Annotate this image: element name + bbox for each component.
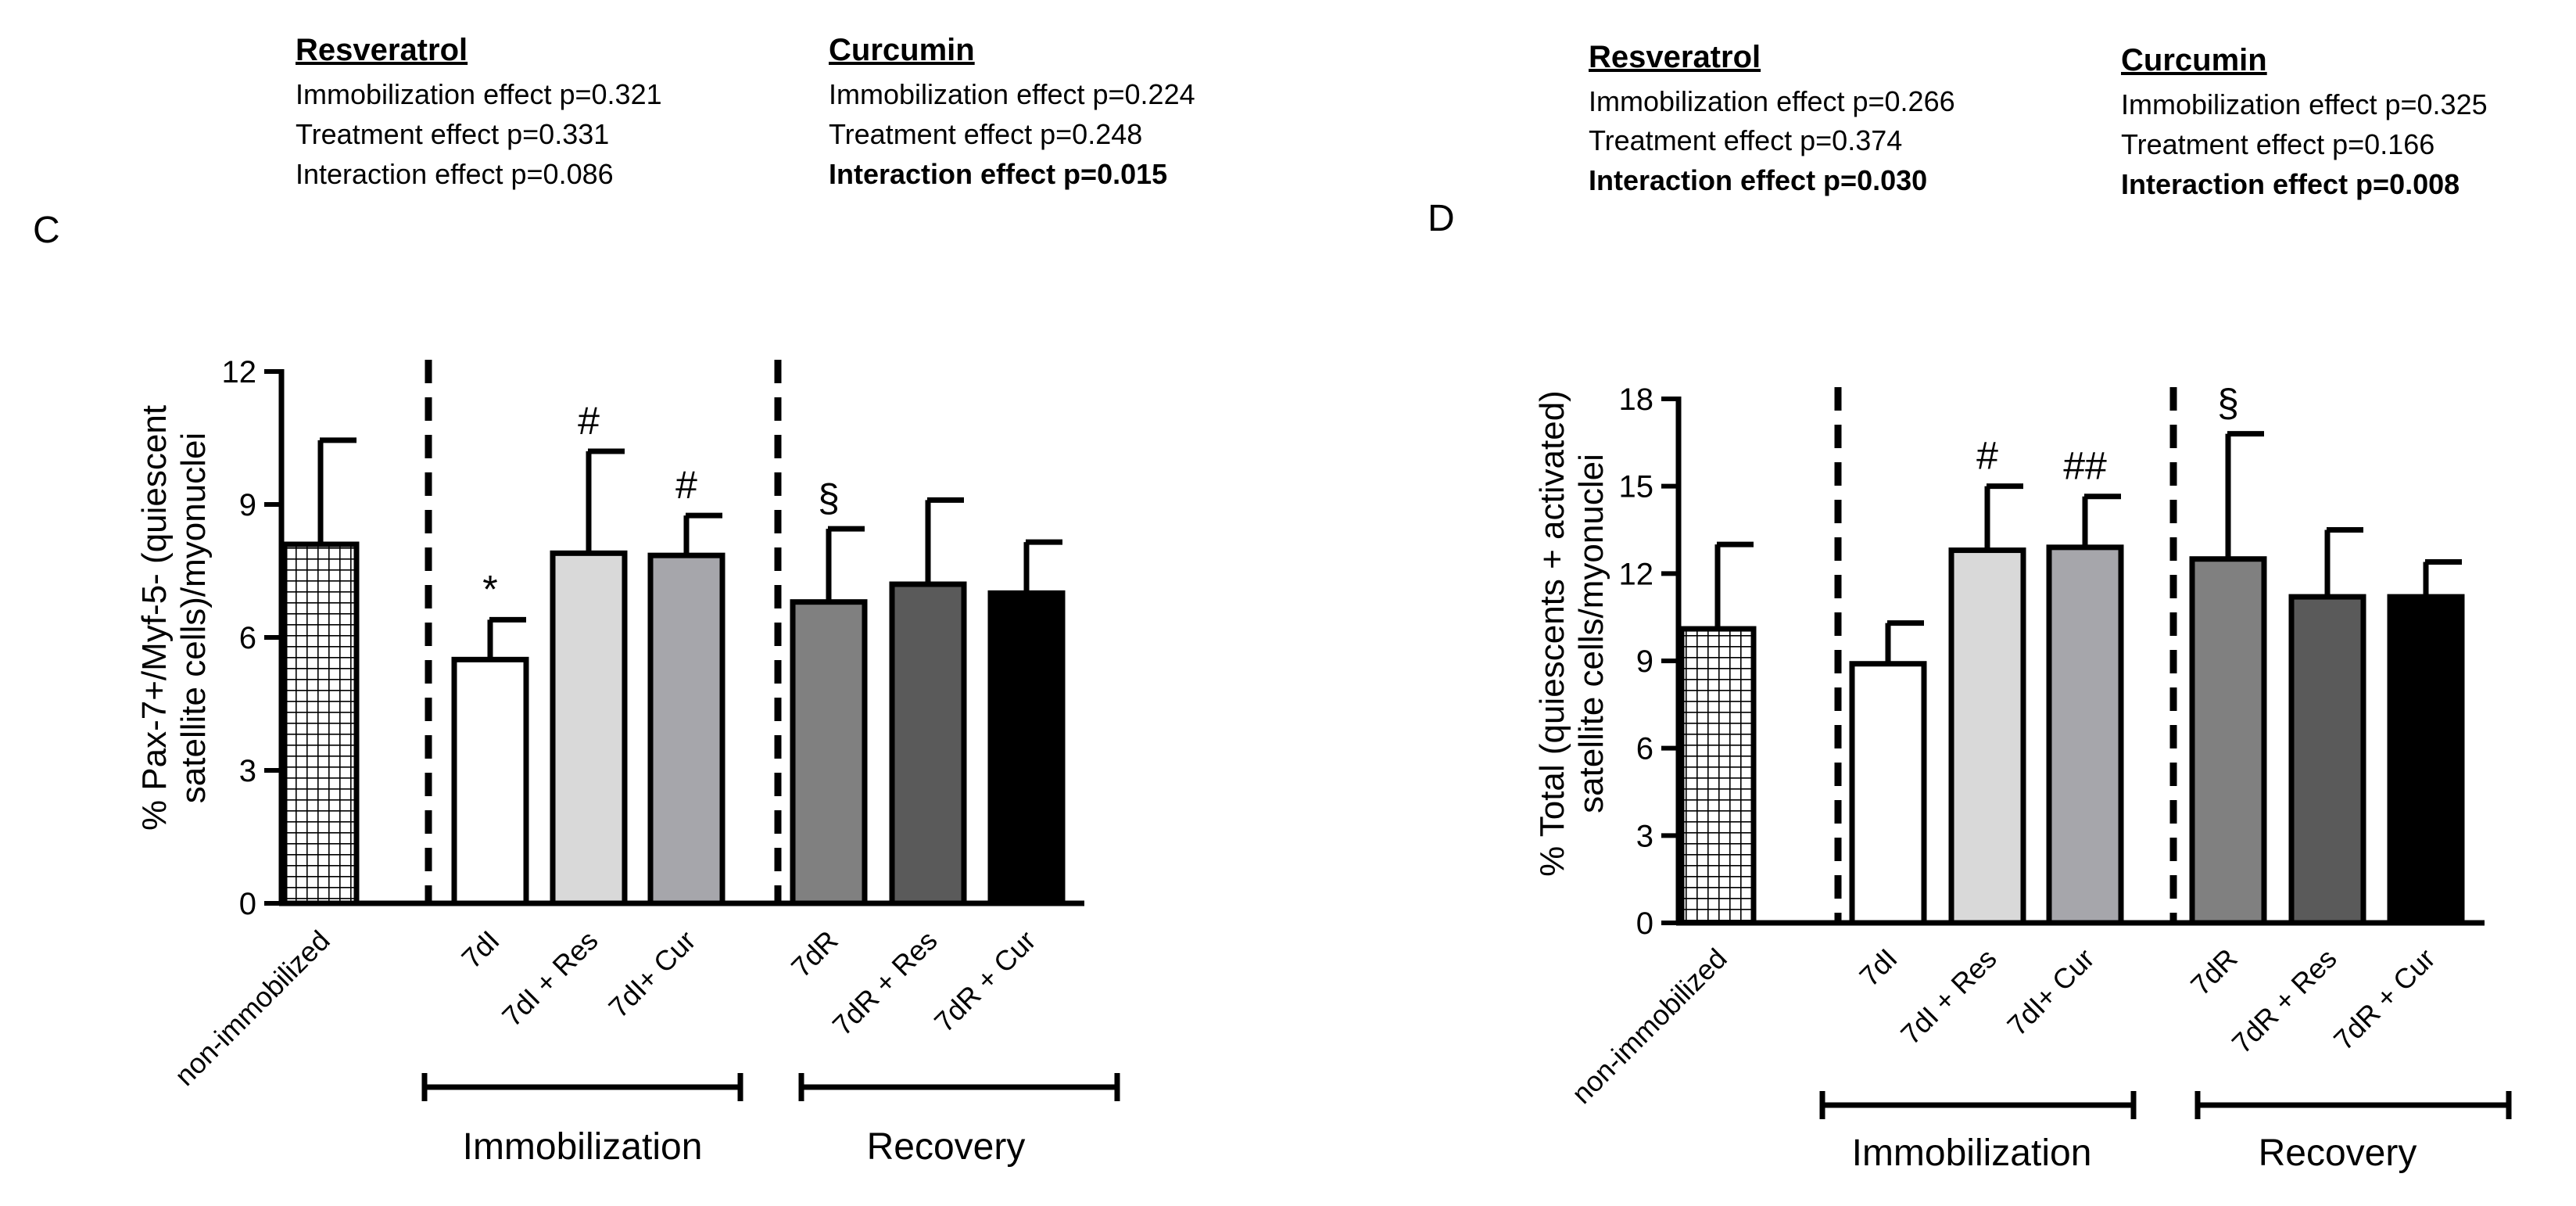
chart-d-significance-mark: # — [1976, 434, 1998, 478]
chart-d-ytick-label: 15 — [1619, 470, 1654, 504]
chart-d-bar — [2046, 544, 2124, 926]
chart-d-ylabel-line-2: satellite cells/myonuclei — [1572, 454, 1610, 813]
chart-c-bar — [647, 552, 726, 906]
panel-c-cur-line-1: Immobilization effect p=0.224 — [829, 78, 1195, 110]
chart-c-significance-mark: # — [578, 399, 600, 443]
chart-d-ytick-label: 0 — [1636, 906, 1653, 941]
chart-d-bar — [1679, 626, 1757, 926]
chart-d-category-label: 7dR — [2184, 942, 2244, 1002]
chart-c-bar — [790, 599, 868, 906]
chart-c-marks: 0 3 6 9 12 non-immobilized * 7dI #7dI + Res #7dI+… — [168, 355, 1084, 1092]
chart-c-ylabel-line-2: satellite cells)/myonuclei — [174, 433, 213, 803]
chart-c-category-label: 7dR + Cur — [928, 924, 1042, 1039]
chart-d-bar — [2189, 556, 2267, 926]
panel-d-res-line-1: Immobilization effect p=0.266 — [1589, 85, 1955, 117]
chart-d-significance-mark: § — [2217, 382, 2239, 425]
panel-d-curcumin-heading: Curcumin — [2121, 43, 2267, 77]
panel-d-cur-line-1: Immobilization effect p=0.325 — [2121, 88, 2488, 120]
chart-d-bar — [1849, 661, 1927, 926]
chart-d-bar — [2387, 594, 2465, 926]
chart-c-ytick-label: 0 — [239, 887, 256, 921]
panel-d-res-line-2: Treatment effect p=0.374 — [1589, 124, 1902, 156]
chart-c-bar — [281, 541, 360, 906]
chart-c-bar — [550, 550, 628, 906]
chart-c-category-label: 7dI+ Cur — [602, 924, 701, 1024]
chart-d: % Total (quiescents + activated) satelli… — [1533, 382, 2512, 1174]
chart-d-category-label: 7dI + Res — [1894, 942, 2003, 1051]
chart-d-ytick-label: 9 — [1636, 644, 1653, 679]
chart-c-bar — [987, 590, 1066, 906]
panel-c-res-line-3: Interaction effect p=0.086 — [296, 158, 614, 190]
chart-d-bar — [1948, 547, 2026, 926]
panel-d-res-line-3: Interaction effect p=0.030 — [1589, 164, 1927, 196]
panel-d-resveratrol-heading: Resveratrol — [1589, 40, 1761, 74]
panel-c-res-line-2: Treatment effect p=0.331 — [296, 118, 609, 150]
chart-d-bar — [2288, 594, 2366, 926]
chart-c-category-label: 7dR — [785, 924, 844, 984]
panel-d-letter: D — [1428, 198, 1455, 239]
panel-c-cur-line-2: Treatment effect p=0.248 — [829, 118, 1142, 150]
panel-d-cur-line-2: Treatment effect p=0.166 — [2121, 128, 2434, 160]
panel-c-stats: Resveratrol Immobilization effect p=0.32… — [33, 33, 1195, 251]
chart-c-category-label: 7dR + Res — [826, 924, 944, 1042]
chart-c-ytick-label: 6 — [239, 621, 256, 655]
chart-d-ytick-label: 18 — [1619, 382, 1654, 417]
panel-c-curcumin-heading: Curcumin — [829, 33, 975, 67]
chart-c-immobilization-label: Immobilization — [463, 1126, 703, 1168]
chart-d-category-label: 7dR + Res — [2226, 942, 2343, 1060]
panel-c-res-line-1: Immobilization effect p=0.321 — [296, 78, 662, 110]
chart-c-category-label: non-immobilized — [168, 924, 335, 1092]
chart-c-ytick-label: 9 — [239, 488, 256, 522]
chart-c-significance-mark: § — [818, 476, 840, 520]
chart-d-ytick-label: 3 — [1636, 819, 1653, 853]
chart-d-marks: 0 3 6 9 12 15 18 non-immobilized 7dI #7dI + Res ##… — [1565, 382, 2485, 1110]
chart-d-category-label: 7dI — [1853, 942, 1903, 992]
chart-c-category-label: 7dI — [455, 924, 505, 974]
chart-c: % Pax-7+/Myf-5- (quiescent satellite cel… — [135, 355, 1120, 1168]
chart-d-category-label: non-immobilized — [1565, 942, 1732, 1110]
chart-d-category-label: 7dR + Cur — [2327, 942, 2442, 1057]
chart-d-category-label: 7dI+ Cur — [2001, 942, 2100, 1042]
panel-c-letter: C — [33, 210, 60, 251]
chart-c-ytick-label: 12 — [222, 355, 257, 389]
chart-c-category-label: 7dI + Res — [496, 924, 604, 1033]
chart-c-bar — [451, 656, 529, 906]
panel-c-resveratrol-heading: Resveratrol — [296, 33, 468, 67]
chart-d-ytick-label: 6 — [1636, 732, 1653, 766]
chart-d-ytick-label: 12 — [1619, 557, 1654, 591]
panel-c-cur-line-3: Interaction effect p=0.015 — [829, 158, 1167, 190]
chart-d-recovery-label: Recovery — [2259, 1132, 2417, 1174]
chart-d-significance-mark: ## — [2063, 444, 2107, 488]
chart-c-ytick-label: 3 — [239, 754, 256, 788]
panel-d-stats: Resveratrol Immobilization effect p=0.26… — [1428, 40, 2488, 239]
chart-d-ylabel-line-1: % Total (quiescents + activated) — [1533, 390, 1571, 877]
chart-c-recovery-label: Recovery — [867, 1126, 1026, 1168]
chart-c-significance-mark: * — [482, 567, 497, 611]
chart-d-immobilization-label: Immobilization — [1852, 1132, 2092, 1174]
panel-d-cur-line-3: Interaction effect p=0.008 — [2121, 168, 2460, 200]
chart-c-significance-mark: # — [675, 463, 697, 507]
chart-c-ylabel-line-1: % Pax-7+/Myf-5- (quiescent — [135, 405, 174, 831]
chart-c-bar — [889, 581, 967, 906]
